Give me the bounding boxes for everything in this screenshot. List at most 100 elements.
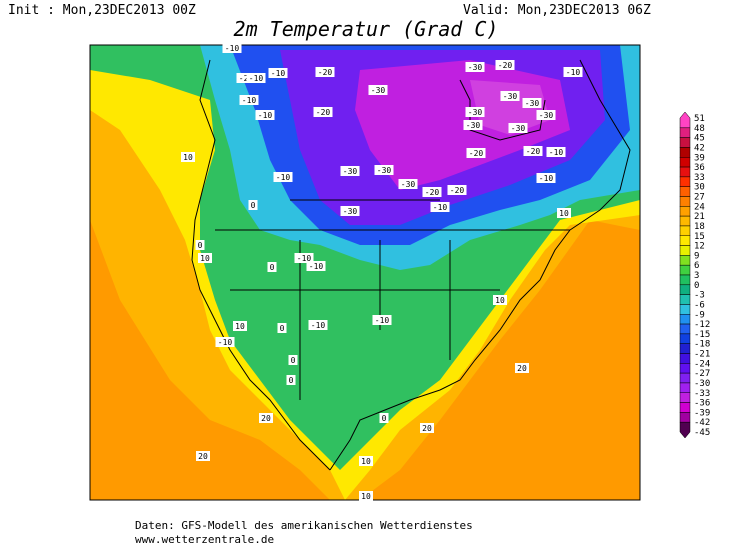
contour-label: 10 xyxy=(495,296,505,305)
color-bar-tip xyxy=(679,421,691,439)
valid-time: Valid: Mon,23DEC2013 06Z xyxy=(463,3,651,18)
color-bar-label: 9 xyxy=(694,251,699,261)
color-bar-swatch xyxy=(679,255,691,266)
contour-label-box xyxy=(546,147,566,157)
contour-label: 20 xyxy=(261,414,271,423)
color-bar-label: 39 xyxy=(694,153,705,163)
contour-label: -10 xyxy=(276,173,291,182)
contour-label: 20 xyxy=(422,424,432,433)
contour-label: 0 xyxy=(198,241,203,250)
contour-label: -30 xyxy=(525,99,540,108)
color-bar-swatch xyxy=(679,363,691,374)
contour-label: 10 xyxy=(183,153,193,162)
color-bar-label: 0 xyxy=(694,281,699,291)
color-bar-label: 3 xyxy=(694,271,699,281)
color-bar-swatch xyxy=(679,284,691,295)
contour-label-box xyxy=(273,172,293,182)
color-bar-label: -21 xyxy=(694,350,710,360)
color-bar-swatch xyxy=(679,402,691,413)
color-bar-label: -9 xyxy=(694,310,705,320)
contour-label-box xyxy=(259,413,273,423)
contour-label: -20 xyxy=(450,186,465,195)
contour-label-box xyxy=(195,240,205,250)
contour-label: -30 xyxy=(468,63,483,72)
contour-label: -30 xyxy=(511,124,526,133)
contour-label-box xyxy=(463,120,483,130)
contour-label-box xyxy=(447,185,467,195)
color-bar-swatch xyxy=(679,343,691,354)
color-bar-label: -12 xyxy=(694,320,710,330)
contour-label: -10 xyxy=(566,68,581,77)
contour-label: 20 xyxy=(517,364,527,373)
color-bar-swatch xyxy=(679,147,691,158)
contour-label: -30 xyxy=(343,167,358,176)
contour-label-box xyxy=(288,355,298,365)
contour-label: 10 xyxy=(200,254,210,263)
color-bar-label: 33 xyxy=(694,173,705,183)
contour-label: 0 xyxy=(280,324,285,333)
color-bar-swatch xyxy=(679,235,691,246)
contour-label-box xyxy=(286,375,296,385)
contour-label: 0 xyxy=(270,263,275,272)
contour-label-box xyxy=(398,179,418,189)
contour-label: -10 xyxy=(258,111,273,120)
color-bar-swatch xyxy=(679,225,691,236)
contour-label: -20 xyxy=(526,147,541,156)
color-bar-label: -15 xyxy=(694,330,710,340)
contour-label-box xyxy=(239,95,259,105)
color-bar-label: -27 xyxy=(694,369,710,379)
contour-label-box xyxy=(313,107,333,117)
contour-label: -10 xyxy=(225,44,240,53)
contour-label-box xyxy=(268,68,288,78)
color-bar-label: 21 xyxy=(694,212,705,222)
color-bar-label: -24 xyxy=(694,359,710,369)
color-bar-swatch xyxy=(679,157,691,168)
color-bar-label: -30 xyxy=(694,379,710,389)
website: www.wetterzentrale.de xyxy=(135,533,274,546)
color-bar-label: 36 xyxy=(694,163,705,173)
init-time: Init : Mon,23DEC2013 00Z xyxy=(8,3,196,18)
color-bar-swatch xyxy=(679,304,691,315)
contour-label-box xyxy=(181,152,195,162)
contour-label: -20 xyxy=(318,68,333,77)
contour-label: -10 xyxy=(539,174,554,183)
color-bar-label: 6 xyxy=(694,261,699,271)
color-bar-label: 30 xyxy=(694,183,705,193)
contour-label-box xyxy=(465,62,485,72)
contour-label: 0 xyxy=(291,356,296,365)
color-bar-swatch xyxy=(679,166,691,178)
contour-label-box xyxy=(465,107,485,117)
contour-label-box xyxy=(359,456,373,466)
contour-label-box xyxy=(563,67,583,77)
color-bar-swatch xyxy=(679,245,691,256)
contour-label-box xyxy=(368,85,388,95)
contour-label-box xyxy=(379,413,389,423)
contour-label-box xyxy=(255,110,275,120)
contour-label: -30 xyxy=(503,92,518,101)
contour-label-box xyxy=(536,173,556,183)
color-bar-swatch xyxy=(679,392,691,403)
contour-label-box xyxy=(523,146,543,156)
contour-label: -10 xyxy=(311,321,326,330)
color-bar-swatch xyxy=(679,412,691,423)
color-bar-swatch xyxy=(679,186,691,197)
contour-label: -30 xyxy=(466,121,481,130)
color-bar-label: -33 xyxy=(694,389,710,399)
contour-label-box xyxy=(198,253,212,263)
contour-label: -20 xyxy=(498,61,513,70)
contour-label-box xyxy=(248,200,258,210)
color-bar-label: 24 xyxy=(694,202,705,212)
color-bar-label: 48 xyxy=(694,124,705,134)
contour-label: -10 xyxy=(249,74,264,83)
color-bar-label: 42 xyxy=(694,143,705,153)
contour-label: -10 xyxy=(375,316,390,325)
contour-label: -10 xyxy=(433,203,448,212)
color-bar-label: -45 xyxy=(694,428,710,438)
color-bar-swatch xyxy=(679,206,691,217)
contour-label: -30 xyxy=(468,108,483,117)
contour-label: -30 xyxy=(401,180,416,189)
color-bar-swatch xyxy=(679,127,691,138)
color-bar-label: -42 xyxy=(694,418,710,428)
contour-label-box xyxy=(493,295,507,305)
